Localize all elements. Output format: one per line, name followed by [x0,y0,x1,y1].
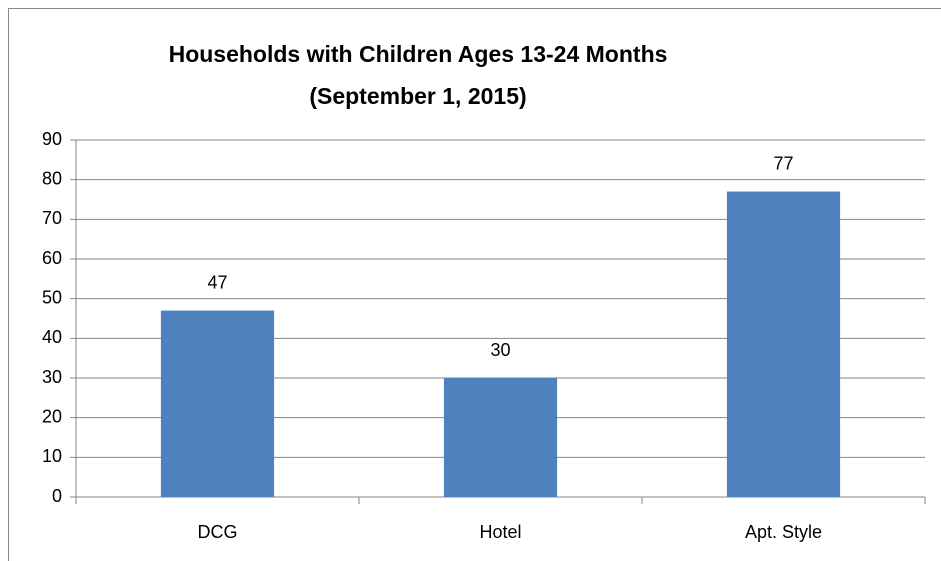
y-tick-label: 40 [42,327,62,347]
value-label: 30 [490,340,510,360]
y-tick-label: 70 [42,208,62,228]
bar [443,378,558,497]
value-label: 77 [773,153,793,173]
bar [160,310,275,497]
y-tick-label: 30 [42,367,62,387]
y-tick-label: 80 [42,168,62,188]
chart-subtitle: (September 1, 2015) [309,83,526,109]
value-label: 47 [207,272,227,292]
y-tick-label: 60 [42,248,62,268]
x-tick-label: DCG [198,522,238,542]
y-tick-label: 10 [42,446,62,466]
y-tick-label: 20 [42,406,62,426]
x-tick-label: Hotel [479,522,521,542]
chart-title: Households with Children Ages 13-24 Mont… [169,41,668,67]
bar [726,191,841,498]
y-tick-label: 50 [42,287,62,307]
x-tick-label: Apt. Style [745,522,822,542]
y-tick-label: 0 [52,486,62,506]
y-tick-label: 90 [42,129,62,149]
